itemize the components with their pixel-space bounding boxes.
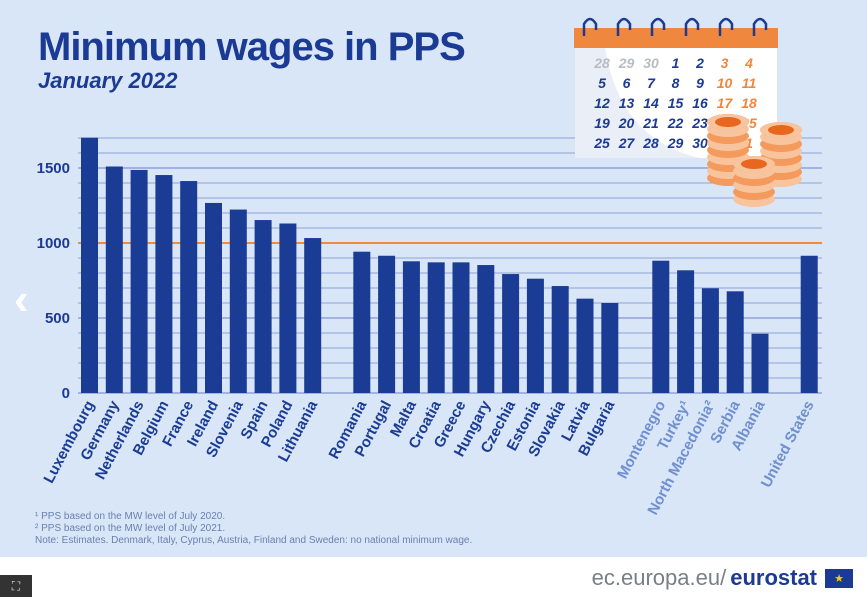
calendar-day: 1 xyxy=(745,135,753,151)
calendar-day: 30 xyxy=(692,135,708,151)
bar-luxembourg xyxy=(81,137,98,393)
calendar-day: 18 xyxy=(741,95,757,111)
footer-brand: eurostat xyxy=(730,565,817,590)
bar-ireland xyxy=(205,202,222,393)
y-tick-label: 500 xyxy=(45,310,70,327)
calendar-day: 30 xyxy=(643,55,659,71)
bar-belgium xyxy=(155,175,173,393)
calendar-day: 1 xyxy=(672,55,680,71)
calendar-day: 14 xyxy=(643,95,659,111)
fullscreen-button[interactable]: ⛶ xyxy=(0,575,32,597)
calendar-day: 27 xyxy=(618,135,636,151)
calendar-day: 17 xyxy=(717,95,734,111)
footer-domain: ec.europa.eu/ xyxy=(591,565,727,590)
bar-turkey- xyxy=(677,270,695,393)
y-tick-label: 1000 xyxy=(37,235,70,252)
calendar-day: 21 xyxy=(642,115,659,131)
bar-slovenia xyxy=(229,209,247,393)
bar-malta xyxy=(402,261,420,393)
calendar-day: 19 xyxy=(594,115,610,131)
bar-bulgaria xyxy=(601,303,619,393)
bar-romania xyxy=(353,251,371,393)
bar-germany xyxy=(105,166,123,393)
calendar-day: 29 xyxy=(667,135,684,151)
bar-north-macedonia- xyxy=(701,288,719,393)
calendar-day: 28 xyxy=(593,55,610,71)
bar-estonia xyxy=(526,278,544,393)
calendar-day: 9 xyxy=(696,75,704,91)
bar-serbia xyxy=(726,291,744,393)
eu-flag-icon: ★ xyxy=(825,568,853,588)
footnote: ¹ PPS based on the MW level of July 2020… xyxy=(35,511,225,522)
calendar-day: 13 xyxy=(619,95,635,111)
calendar-day: 25 xyxy=(593,135,610,151)
bar-chart: Minimum wages in PPS January 2022 0 500 10… xyxy=(35,17,822,546)
bar-united-states xyxy=(800,255,818,393)
footnote: ² PPS based on the MW level of July 2021… xyxy=(35,523,225,534)
calendar-day: 16 xyxy=(692,95,708,111)
calendar-day: 2 xyxy=(695,55,704,71)
x-tick-label: United States xyxy=(758,398,818,491)
calendar-day: 3 xyxy=(721,55,729,71)
calendar-day: 7 xyxy=(647,75,656,91)
calendar-day: 20 xyxy=(618,115,635,131)
bar-albania xyxy=(751,333,769,393)
calendar-day: 15 xyxy=(668,95,684,111)
bar-poland xyxy=(279,223,297,393)
chart-subtitle: January 2022 xyxy=(38,68,178,93)
bar-spain xyxy=(254,220,272,393)
calendar-day: 4 xyxy=(744,55,753,71)
y-tick-label: 0 xyxy=(62,385,70,402)
bar-lithuania xyxy=(304,238,322,393)
bar-greece xyxy=(452,262,470,393)
footnote: Note: Estimates. Denmark, Italy, Cyprus,… xyxy=(35,535,472,546)
bar-montenegro xyxy=(652,260,670,393)
bar-slovakia xyxy=(551,286,569,393)
footer-logo: ec.europa.eu/eurostat ★ xyxy=(592,565,853,591)
bar-latvia xyxy=(576,298,594,393)
calendar-day: 6 xyxy=(623,75,631,91)
chart-title: Minimum wages in PPS xyxy=(38,25,465,69)
calendar-day: 29 xyxy=(618,55,635,71)
bar-hungary xyxy=(477,265,495,393)
calendar-day: 8 xyxy=(672,75,680,91)
bar-croatia xyxy=(427,262,445,393)
bar-portugal xyxy=(378,255,396,393)
calendar-day: 23 xyxy=(691,115,708,131)
calendar-day: 22 xyxy=(667,115,684,131)
calendar-day: 10 xyxy=(717,75,733,91)
bar-czechia xyxy=(502,274,520,393)
calendar-day: 12 xyxy=(594,95,610,111)
bar-netherlands xyxy=(130,169,148,393)
y-tick-label: 1500 xyxy=(37,160,70,177)
bar-france xyxy=(180,181,198,393)
back-arrow-icon[interactable]: ‹ xyxy=(14,275,29,324)
calendar-day: 5 xyxy=(598,75,606,91)
calendar-day: 28 xyxy=(642,135,659,151)
calendar-day: 11 xyxy=(742,75,757,91)
